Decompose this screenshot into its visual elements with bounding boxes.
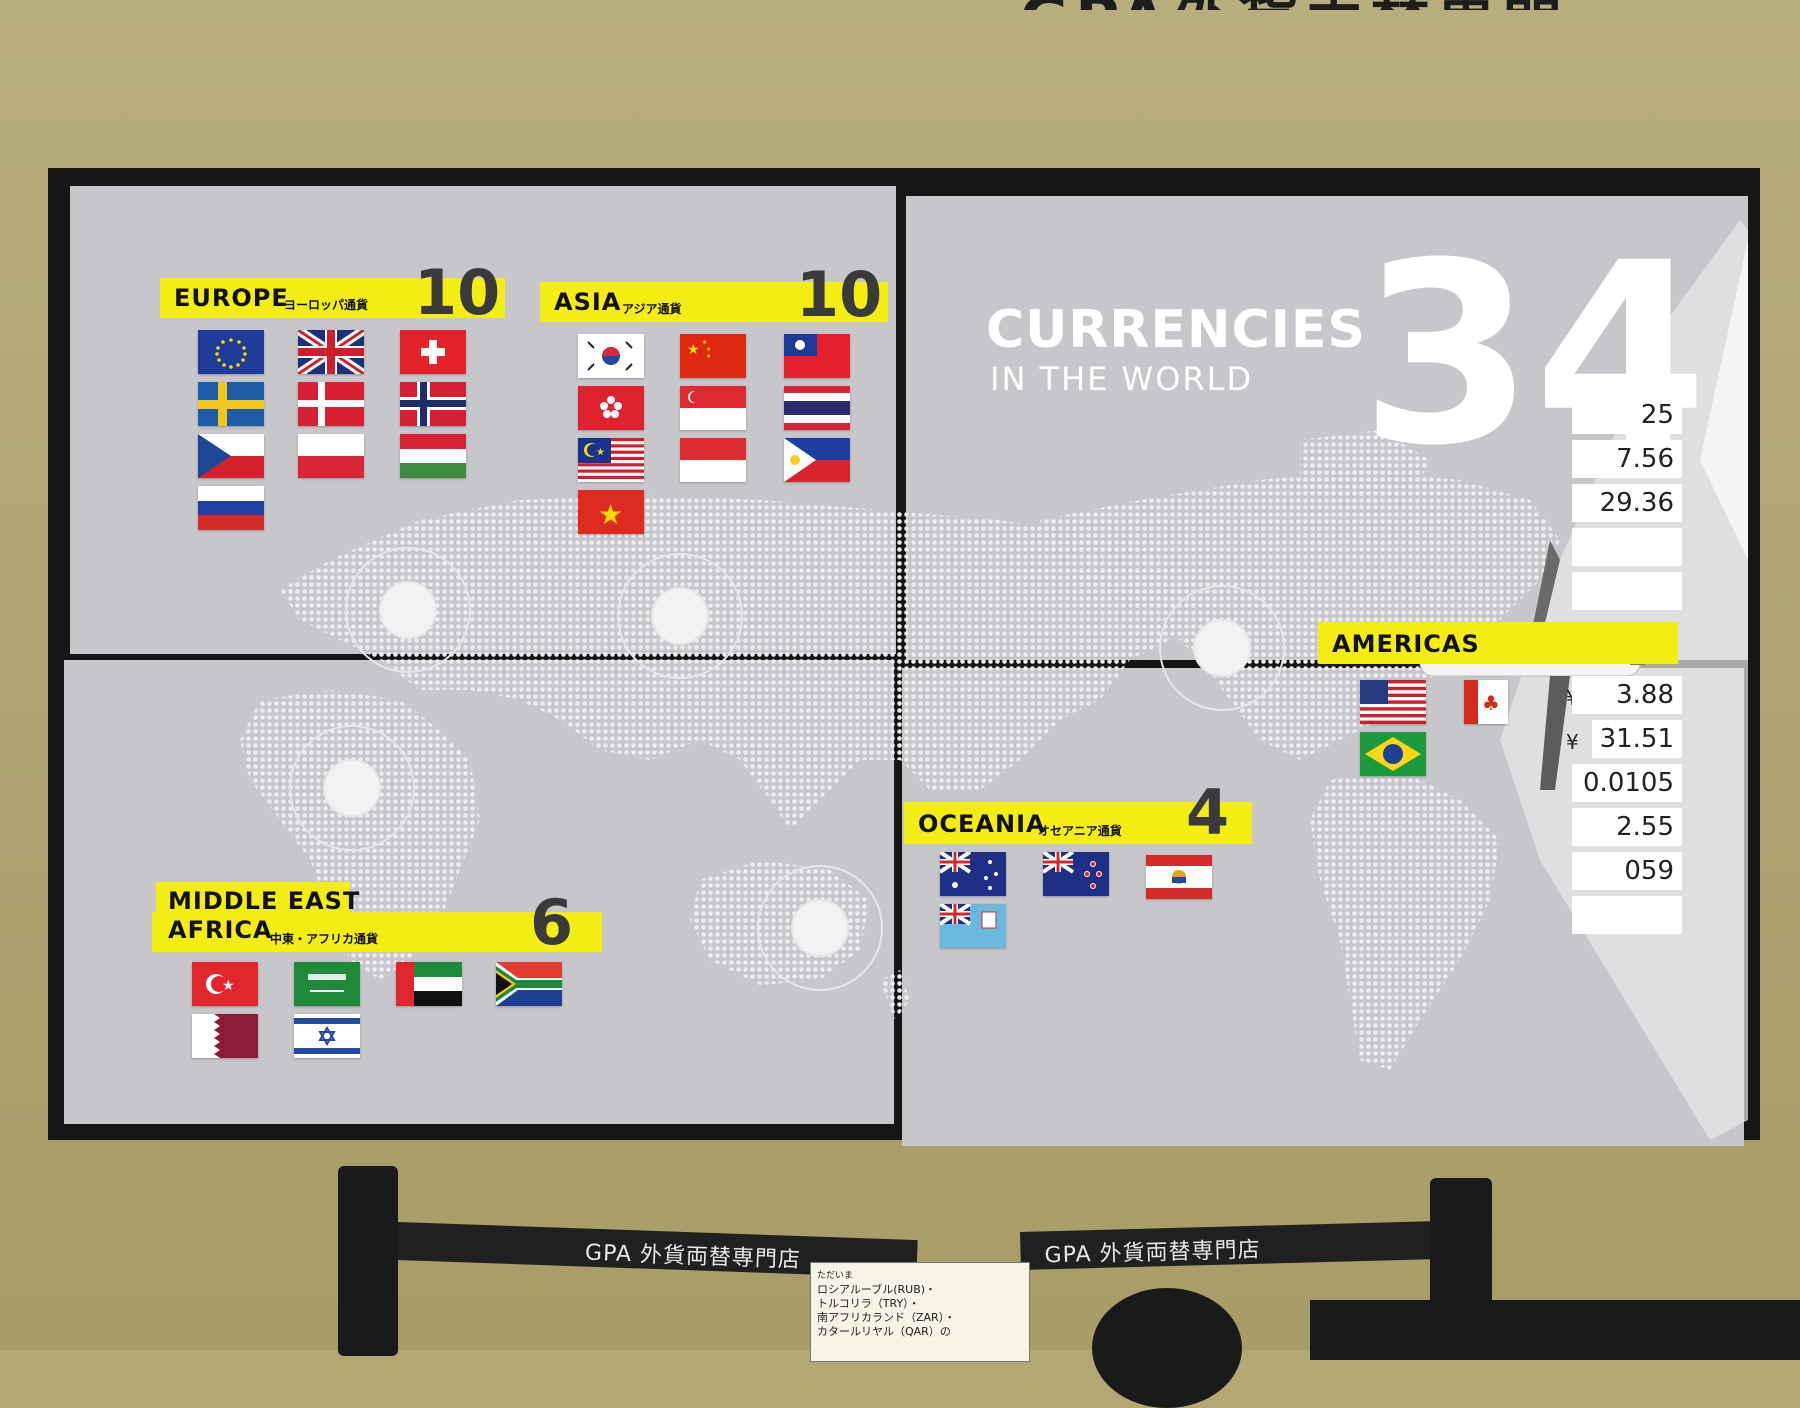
svg-text:♣: ♣: [1482, 691, 1500, 715]
rate-row-2: 7.56: [1572, 440, 1682, 478]
notice-header: ただいま: [817, 1271, 854, 1281]
rate-row-1: 25: [1572, 396, 1682, 434]
rate-brl: 0.0105: [1572, 764, 1682, 802]
americas-name: AMERICAS: [1332, 630, 1480, 658]
flag-denmark-icon: [298, 382, 364, 426]
flag-sweden-icon: [198, 382, 264, 426]
flag-china-icon: ★ ★ ★ ★: [680, 334, 746, 378]
flag-fiji-icon: [940, 904, 1006, 948]
svg-text:★: ★: [596, 447, 605, 458]
europe-count: 10: [414, 256, 501, 329]
svg-text:★: ★: [598, 498, 623, 531]
notice-line-2: トルコリラ（TRY）・: [817, 1297, 920, 1310]
mea-count: 6: [530, 886, 574, 959]
notice-line-4: カタールリヤル（QAR）の: [817, 1325, 951, 1338]
flag-canada-icon: ♣: [1464, 680, 1508, 724]
currencies-total: 34: [1360, 209, 1708, 500]
flag-philippines-icon: [784, 438, 850, 482]
currencies-title: CURRENCIES: [986, 300, 1366, 360]
oceania-name-jp: オセアニア通貨: [1038, 824, 1122, 838]
stanchion-left: [338, 1166, 398, 1356]
flag-singapore-icon: [680, 386, 746, 430]
americas-label: AMERICAS: [1318, 622, 1678, 664]
airplane-icon: [1419, 540, 1645, 790]
rate-row-8: 2.55: [1572, 808, 1682, 846]
svg-text:★: ★: [706, 353, 711, 360]
bottom-sign-bar: [1310, 1300, 1800, 1360]
asia-label: ASIA アジア通貨: [540, 282, 888, 322]
mea-name-line1: MIDDLE EAST: [168, 887, 361, 915]
flag-uae-icon: [396, 962, 462, 1006]
flag-brazil-icon: [1360, 732, 1426, 776]
flag-poland-icon: [298, 434, 364, 478]
flag-usa-icon: [1360, 680, 1426, 724]
asia-name: ASIA: [554, 288, 622, 316]
oceania-count: 4: [1186, 776, 1230, 849]
flag-switzerland-icon: [400, 330, 466, 374]
mea-name-jp: 中東・アフリカ通貨: [270, 932, 379, 946]
svg-text:★: ★: [222, 978, 235, 994]
flag-malaysia-icon: ★: [578, 438, 644, 482]
flag-czech-icon: [198, 434, 264, 478]
flag-qatar-icon: [192, 1014, 258, 1058]
oceania-label: OCEANIA オセアニア通貨: [904, 802, 1252, 844]
europe-name: EUROPE: [174, 284, 289, 312]
rate-row-9: 059: [1572, 852, 1682, 890]
flag-hungary-icon: [400, 434, 466, 478]
flag-turkey-icon: ★: [192, 962, 258, 1006]
europe-label: EUROPE ヨーロッパ通貨: [160, 278, 505, 318]
flag-thailand-icon: [784, 386, 850, 430]
europe-name-jp: ヨーロッパ通貨: [284, 298, 369, 312]
mea-label: [152, 912, 602, 952]
rate-cad: 31.51: [1592, 720, 1682, 758]
flag-saudi-icon: [294, 962, 360, 1006]
flag-korea-icon: [578, 334, 644, 378]
flag-eu-icon: [198, 330, 264, 374]
notice-card: ただいま ロシアルーブル(RUB)・ トルコリラ（TRY）・ 南アフリカランド（…: [810, 1262, 1030, 1362]
notice-line-3: 南アフリカランド（ZAR）・: [817, 1311, 956, 1324]
svg-text:★: ★: [702, 339, 707, 346]
svg-text:★: ★: [687, 342, 700, 358]
flag-australia-icon: [940, 852, 1006, 896]
rate-row-blank-3: [1572, 896, 1682, 934]
rate-row-3: 29.36: [1572, 484, 1682, 522]
yen-symbol-2: ¥: [1566, 730, 1579, 754]
rate-row-blank-1: [1572, 528, 1682, 566]
asia-name-jp: アジア通貨: [622, 302, 682, 316]
rate-usd: 3.88: [1572, 676, 1682, 714]
flag-indonesia-icon: [680, 438, 746, 482]
currencies-subtitle: IN THE WORLD: [990, 360, 1254, 398]
oceania-name: OCEANIA: [918, 810, 1046, 838]
flag-newzealand-icon: [1043, 852, 1109, 896]
flag-frenchpolynesia-icon: [1146, 855, 1212, 899]
belt-text-right: GPA 外貨両替専門店: [1044, 1237, 1261, 1269]
mea-name-line2: AFRICA: [168, 916, 273, 944]
flag-hongkong-icon: [578, 386, 644, 430]
asia-count: 10: [796, 258, 883, 331]
flag-russia-icon: [198, 486, 264, 530]
flag-vietnam-icon: ★: [578, 490, 644, 534]
flag-norway-icon: [400, 382, 466, 426]
rate-row-blank-2: [1572, 572, 1682, 610]
notice-line-1: ロシアルーブル(RUB)・: [817, 1283, 937, 1296]
flag-israel-icon: [294, 1014, 360, 1058]
flag-southafrica-icon: [496, 962, 562, 1006]
flag-uk-icon: [298, 330, 364, 374]
svg-text:★: ★: [706, 346, 711, 353]
bottom-logo-circle: [1092, 1288, 1242, 1408]
flag-taiwan-icon: [784, 334, 850, 378]
